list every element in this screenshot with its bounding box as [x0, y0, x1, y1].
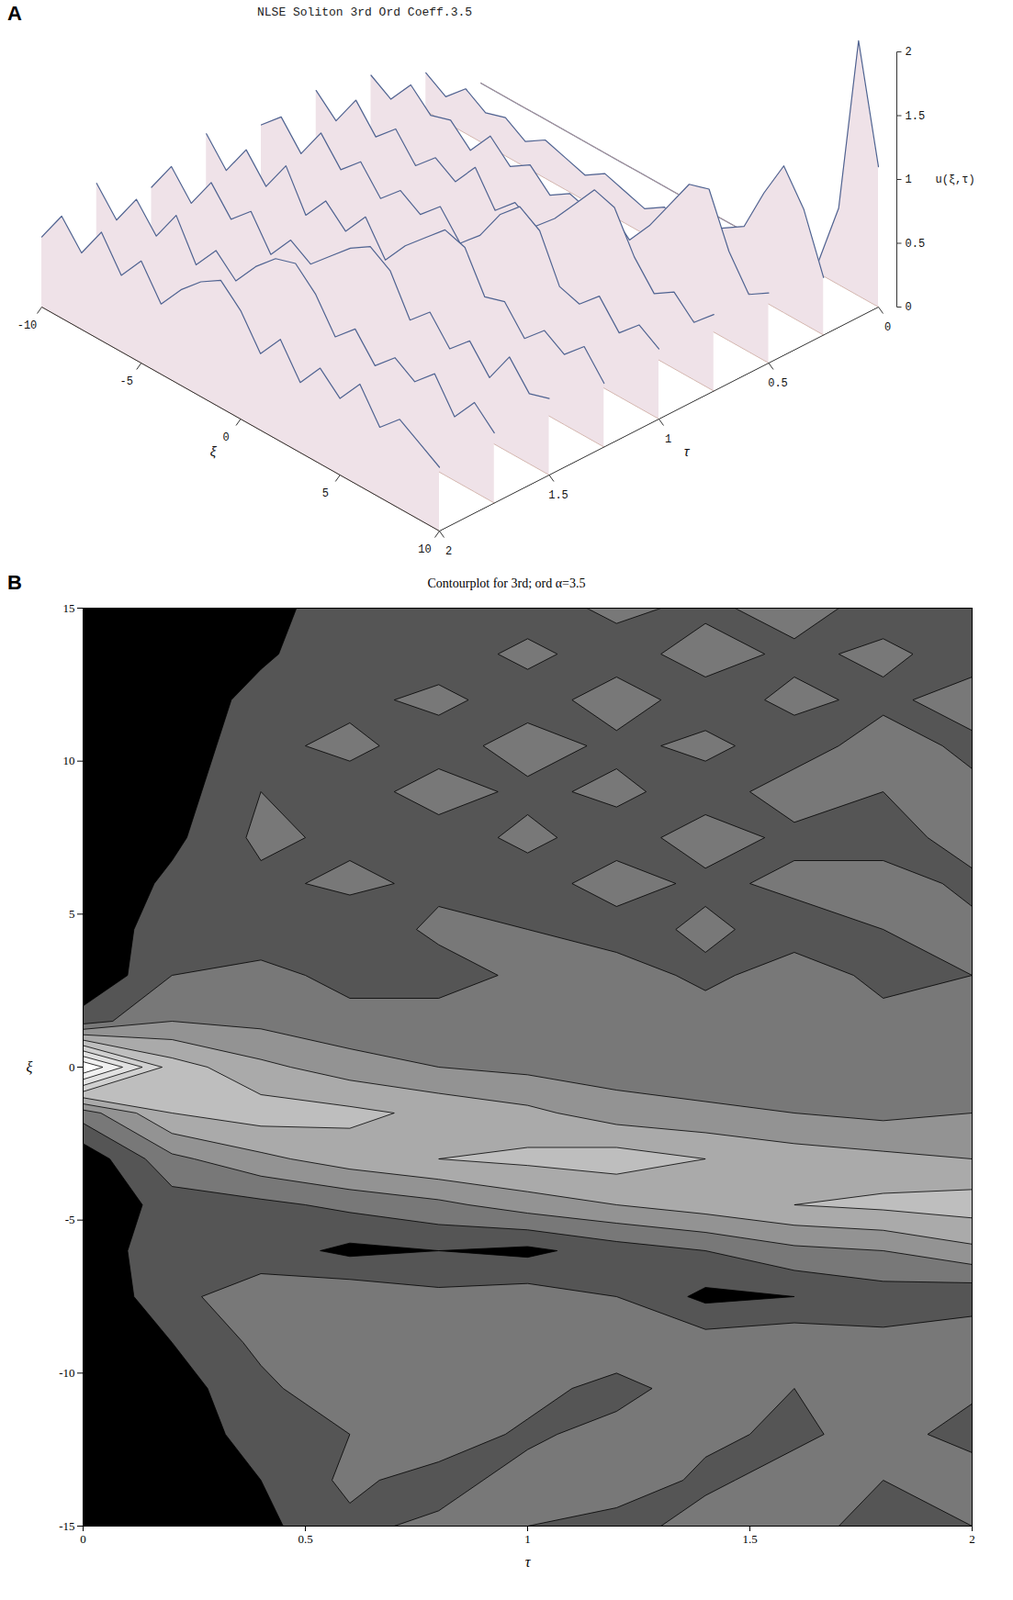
svg-text:10: 10: [417, 543, 431, 557]
svg-text:1: 1: [905, 173, 912, 187]
svg-text:0.5: 0.5: [767, 377, 788, 391]
svg-text:2: 2: [968, 1532, 976, 1547]
svg-text:2: 2: [905, 45, 912, 59]
svg-text:1: 1: [664, 433, 672, 447]
svg-text:-15: -15: [58, 1519, 75, 1534]
svg-text:τ: τ: [684, 443, 691, 460]
svg-text:u(ξ,τ): u(ξ,τ): [935, 173, 976, 187]
svg-text:-10: -10: [58, 1366, 75, 1381]
svg-text:0.5: 0.5: [905, 237, 926, 251]
svg-text:5: 5: [68, 907, 76, 922]
html-text:B: B: [7, 571, 22, 595]
svg-text:0: 0: [884, 321, 891, 335]
svg-text:ξ: ξ: [26, 1059, 34, 1076]
svg-text:1.5: 1.5: [548, 489, 569, 503]
svg-text:0: 0: [79, 1532, 87, 1547]
svg-text:15: 15: [63, 601, 76, 616]
html-text:A: A: [7, 1, 22, 25]
svg-text:1.5: 1.5: [905, 110, 926, 124]
svg-text:0.5: 0.5: [297, 1532, 313, 1547]
svg-text:-5: -5: [65, 1213, 76, 1227]
svg-text:10: 10: [63, 754, 76, 768]
html-text:NLSE Soliton 3rd Ord Coeff.3.5: NLSE Soliton 3rd Ord Coeff.3.5: [257, 5, 473, 20]
svg-text:1.5: 1.5: [742, 1532, 757, 1547]
html-text:Contourplot for 3rd; ord α=3.5: Contourplot for 3rd; ord α=3.5: [427, 576, 586, 591]
svg-text:5: 5: [322, 487, 329, 501]
svg-text:0: 0: [222, 431, 229, 445]
svg-text:τ: τ: [525, 1554, 532, 1571]
svg-text:-10: -10: [17, 319, 38, 333]
svg-text:0: 0: [68, 1060, 76, 1075]
svg-text:2: 2: [445, 545, 452, 559]
svg-text:ξ: ξ: [210, 443, 218, 460]
svg-text:0: 0: [905, 301, 912, 315]
svg-text:-5: -5: [120, 375, 134, 389]
svg-text:1: 1: [524, 1532, 531, 1547]
